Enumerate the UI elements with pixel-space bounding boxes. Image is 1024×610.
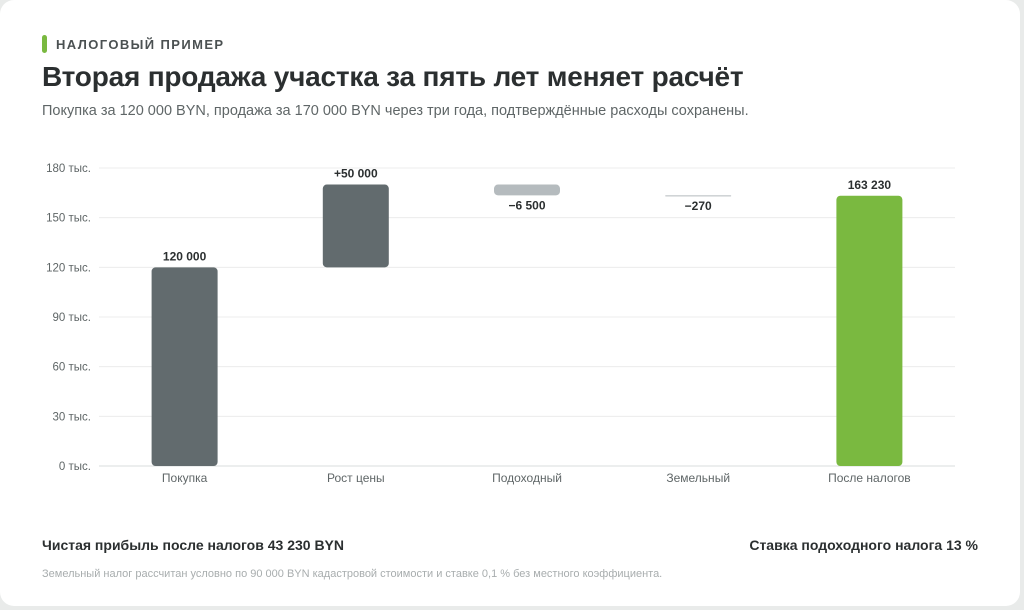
x-tick-label: После налогов <box>828 471 911 485</box>
data-label: −6 500 <box>508 198 545 212</box>
y-tick-label: 60 тыс. <box>53 362 91 374</box>
waterfall-chart: 0 тыс. 30 тыс. 60 тыс. 90 тыс. 120 тыс. 150 т… <box>46 163 955 485</box>
y-tick-label: 0 тыс. <box>59 461 91 473</box>
page-title: Вторая продажа участка за пять лет меняе… <box>42 61 744 92</box>
eyebrow: НАЛОГОВЫЙ ПРИМЕР <box>42 35 224 53</box>
y-tick-label: 30 тыс. <box>53 411 91 423</box>
data-label: +50 000 <box>334 167 378 181</box>
x-tick-label: Покупка <box>162 471 208 485</box>
data-label: −270 <box>685 199 712 213</box>
x-tick-label: Земельный <box>666 471 730 485</box>
data-label: 163 230 <box>848 178 892 192</box>
footnote: Земельный налог рассчитан условно по 90 … <box>42 568 663 580</box>
eyebrow-accent-bar <box>42 35 47 53</box>
tax-rate-summary: Ставка подоходного налога 13 % <box>749 537 978 553</box>
page-subtitle: Покупка за 120 000 BYN, продажа за 170 0… <box>42 103 749 119</box>
eyebrow-label: НАЛОГОВЫЙ ПРИМЕР <box>56 36 225 52</box>
bar <box>322 184 389 268</box>
x-tick-label: Рост цены <box>327 471 385 485</box>
bar <box>665 195 732 197</box>
y-tick-label: 150 тыс. <box>46 213 91 225</box>
bar <box>151 267 218 466</box>
net-profit-summary: Чистая прибыль после налогов 43 230 BYN <box>42 537 344 553</box>
bar <box>494 184 560 196</box>
y-tick-label: 90 тыс. <box>53 312 91 324</box>
y-tick-label: 180 тыс. <box>46 163 91 175</box>
data-label: 120 000 <box>163 249 207 263</box>
bar <box>836 195 903 466</box>
y-tick-label: 120 тыс. <box>46 262 91 274</box>
x-tick-label: Подоходный <box>492 471 562 485</box>
